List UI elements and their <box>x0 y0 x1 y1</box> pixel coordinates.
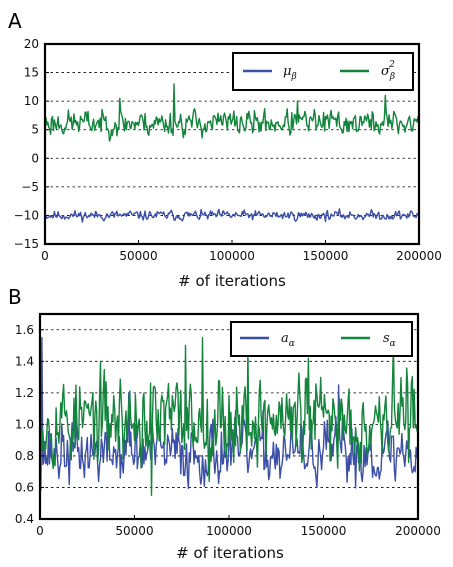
panel-b-x-axis-label: # of iterations <box>176 544 284 562</box>
panel-a-letter: A <box>8 9 22 33</box>
panel-b-legend-label-s-alpha: sα <box>383 331 396 349</box>
panel-b-x-tick-label: 50000 <box>115 524 153 538</box>
panel-b-y-tick-label: 1.6 <box>15 323 34 337</box>
panel-b-series-line-green <box>39 337 419 496</box>
panel-b-x-tick-label: 150000 <box>301 524 347 538</box>
panel-a-legend: μβ σβ2 <box>232 52 414 91</box>
panel-a-ticks: −15 −10 −5 0 5 10 15 20 0 50000 100000 150000 200000 <box>14 37 442 263</box>
panel-a-x-tick-label: 200000 <box>396 249 442 263</box>
panel-b-x-tick-label: 100000 <box>206 524 252 538</box>
panel-a-x-tick-label: 100000 <box>209 249 255 263</box>
panel-a-x-tick-label: 0 <box>41 249 49 263</box>
panel-b-y-tick-label: 0.8 <box>15 449 34 463</box>
panel-b-y-tick-label: 0.4 <box>15 512 34 526</box>
panel-b-legend: aα sα <box>230 321 413 357</box>
panel-a-legend-label-sigma-beta-sq: σβ2 <box>381 60 395 82</box>
panel-a-y-tick-label: 10 <box>24 94 39 108</box>
panel-a-y-tick-label: −10 <box>14 208 39 222</box>
panel-a-legend-label-mu-beta: μβ <box>283 64 297 82</box>
panel-a-x-tick-label: 50000 <box>119 249 157 263</box>
panel-b-series <box>39 337 419 496</box>
panel-b-legend-box <box>230 321 413 357</box>
panel-a-x-tick-label: 150000 <box>303 249 349 263</box>
panel-b-series-line-blue <box>39 337 419 491</box>
panel-b: B 0.4 0.6 0.8 1.0 1.2 1.4 1.6 0 50000 100000 15000… <box>8 285 441 562</box>
panel-a-y-tick-label: −5 <box>21 180 39 194</box>
panel-a-x-axis-label: # of iterations <box>178 272 286 290</box>
panel-b-x-tick-label: 0 <box>36 524 44 538</box>
panel-b-ticks: 0.4 0.6 0.8 1.0 1.2 1.4 1.6 0 50000 100000 150000 2… <box>15 323 441 538</box>
panel-a-series <box>44 83 420 223</box>
panel-b-x-tick-label: 200000 <box>395 524 441 538</box>
panel-a-series-line-blue <box>44 208 420 223</box>
panel-a-y-tick-label: 5 <box>31 123 39 137</box>
panel-b-letter: B <box>8 285 22 309</box>
panel-a-series-line-green <box>44 83 420 142</box>
panel-a-y-tick-label: 0 <box>31 151 39 165</box>
panel-a-y-tick-label: 15 <box>24 66 39 80</box>
panel-b-y-tick-label: 1.4 <box>15 354 34 368</box>
panel-b-y-tick-label: 1.0 <box>15 417 34 431</box>
panel-a: A −15 −10 −5 0 5 10 15 20 0 50000 100000 150000 2000… <box>8 9 442 290</box>
panel-a-y-tick-label: 20 <box>24 37 39 51</box>
panel-a-y-tick-label: −15 <box>14 237 39 251</box>
panel-b-y-tick-label: 1.2 <box>15 386 34 400</box>
panel-b-y-tick-label: 0.6 <box>15 480 34 494</box>
panel-b-legend-label-a-alpha: aα <box>281 331 295 349</box>
panel-a-grid <box>45 72 419 216</box>
